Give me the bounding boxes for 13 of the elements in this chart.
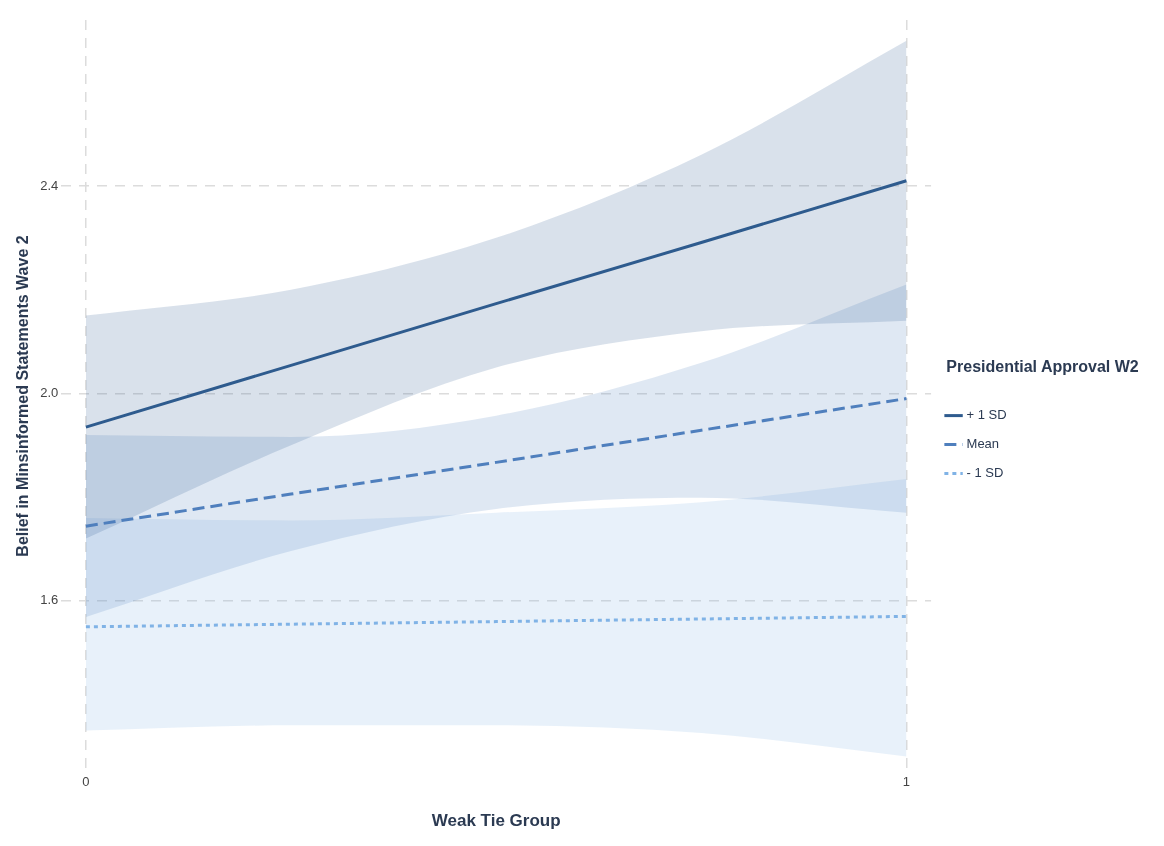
- legend-label: Mean: [966, 436, 1000, 452]
- y-axis-title: Belief in Minsinformed Statements Wave 2: [14, 235, 32, 557]
- x-tick-label: 1: [902, 774, 911, 790]
- legend-label: - 1 SD: [966, 465, 1004, 481]
- x-axis-title: Weak Tie Group: [431, 811, 561, 831]
- line-series: [84, 397, 908, 528]
- y-tick-label: 2.4: [40, 177, 59, 193]
- y-tick-label: 1.6: [40, 592, 59, 608]
- y-tick-label: 2.0: [40, 384, 59, 400]
- legend-title: Presidential Approval W2: [946, 358, 1139, 376]
- legend-label: + 1 SD: [966, 407, 1007, 423]
- x-tick-label: 0: [82, 774, 90, 790]
- line-series: [84, 614, 908, 629]
